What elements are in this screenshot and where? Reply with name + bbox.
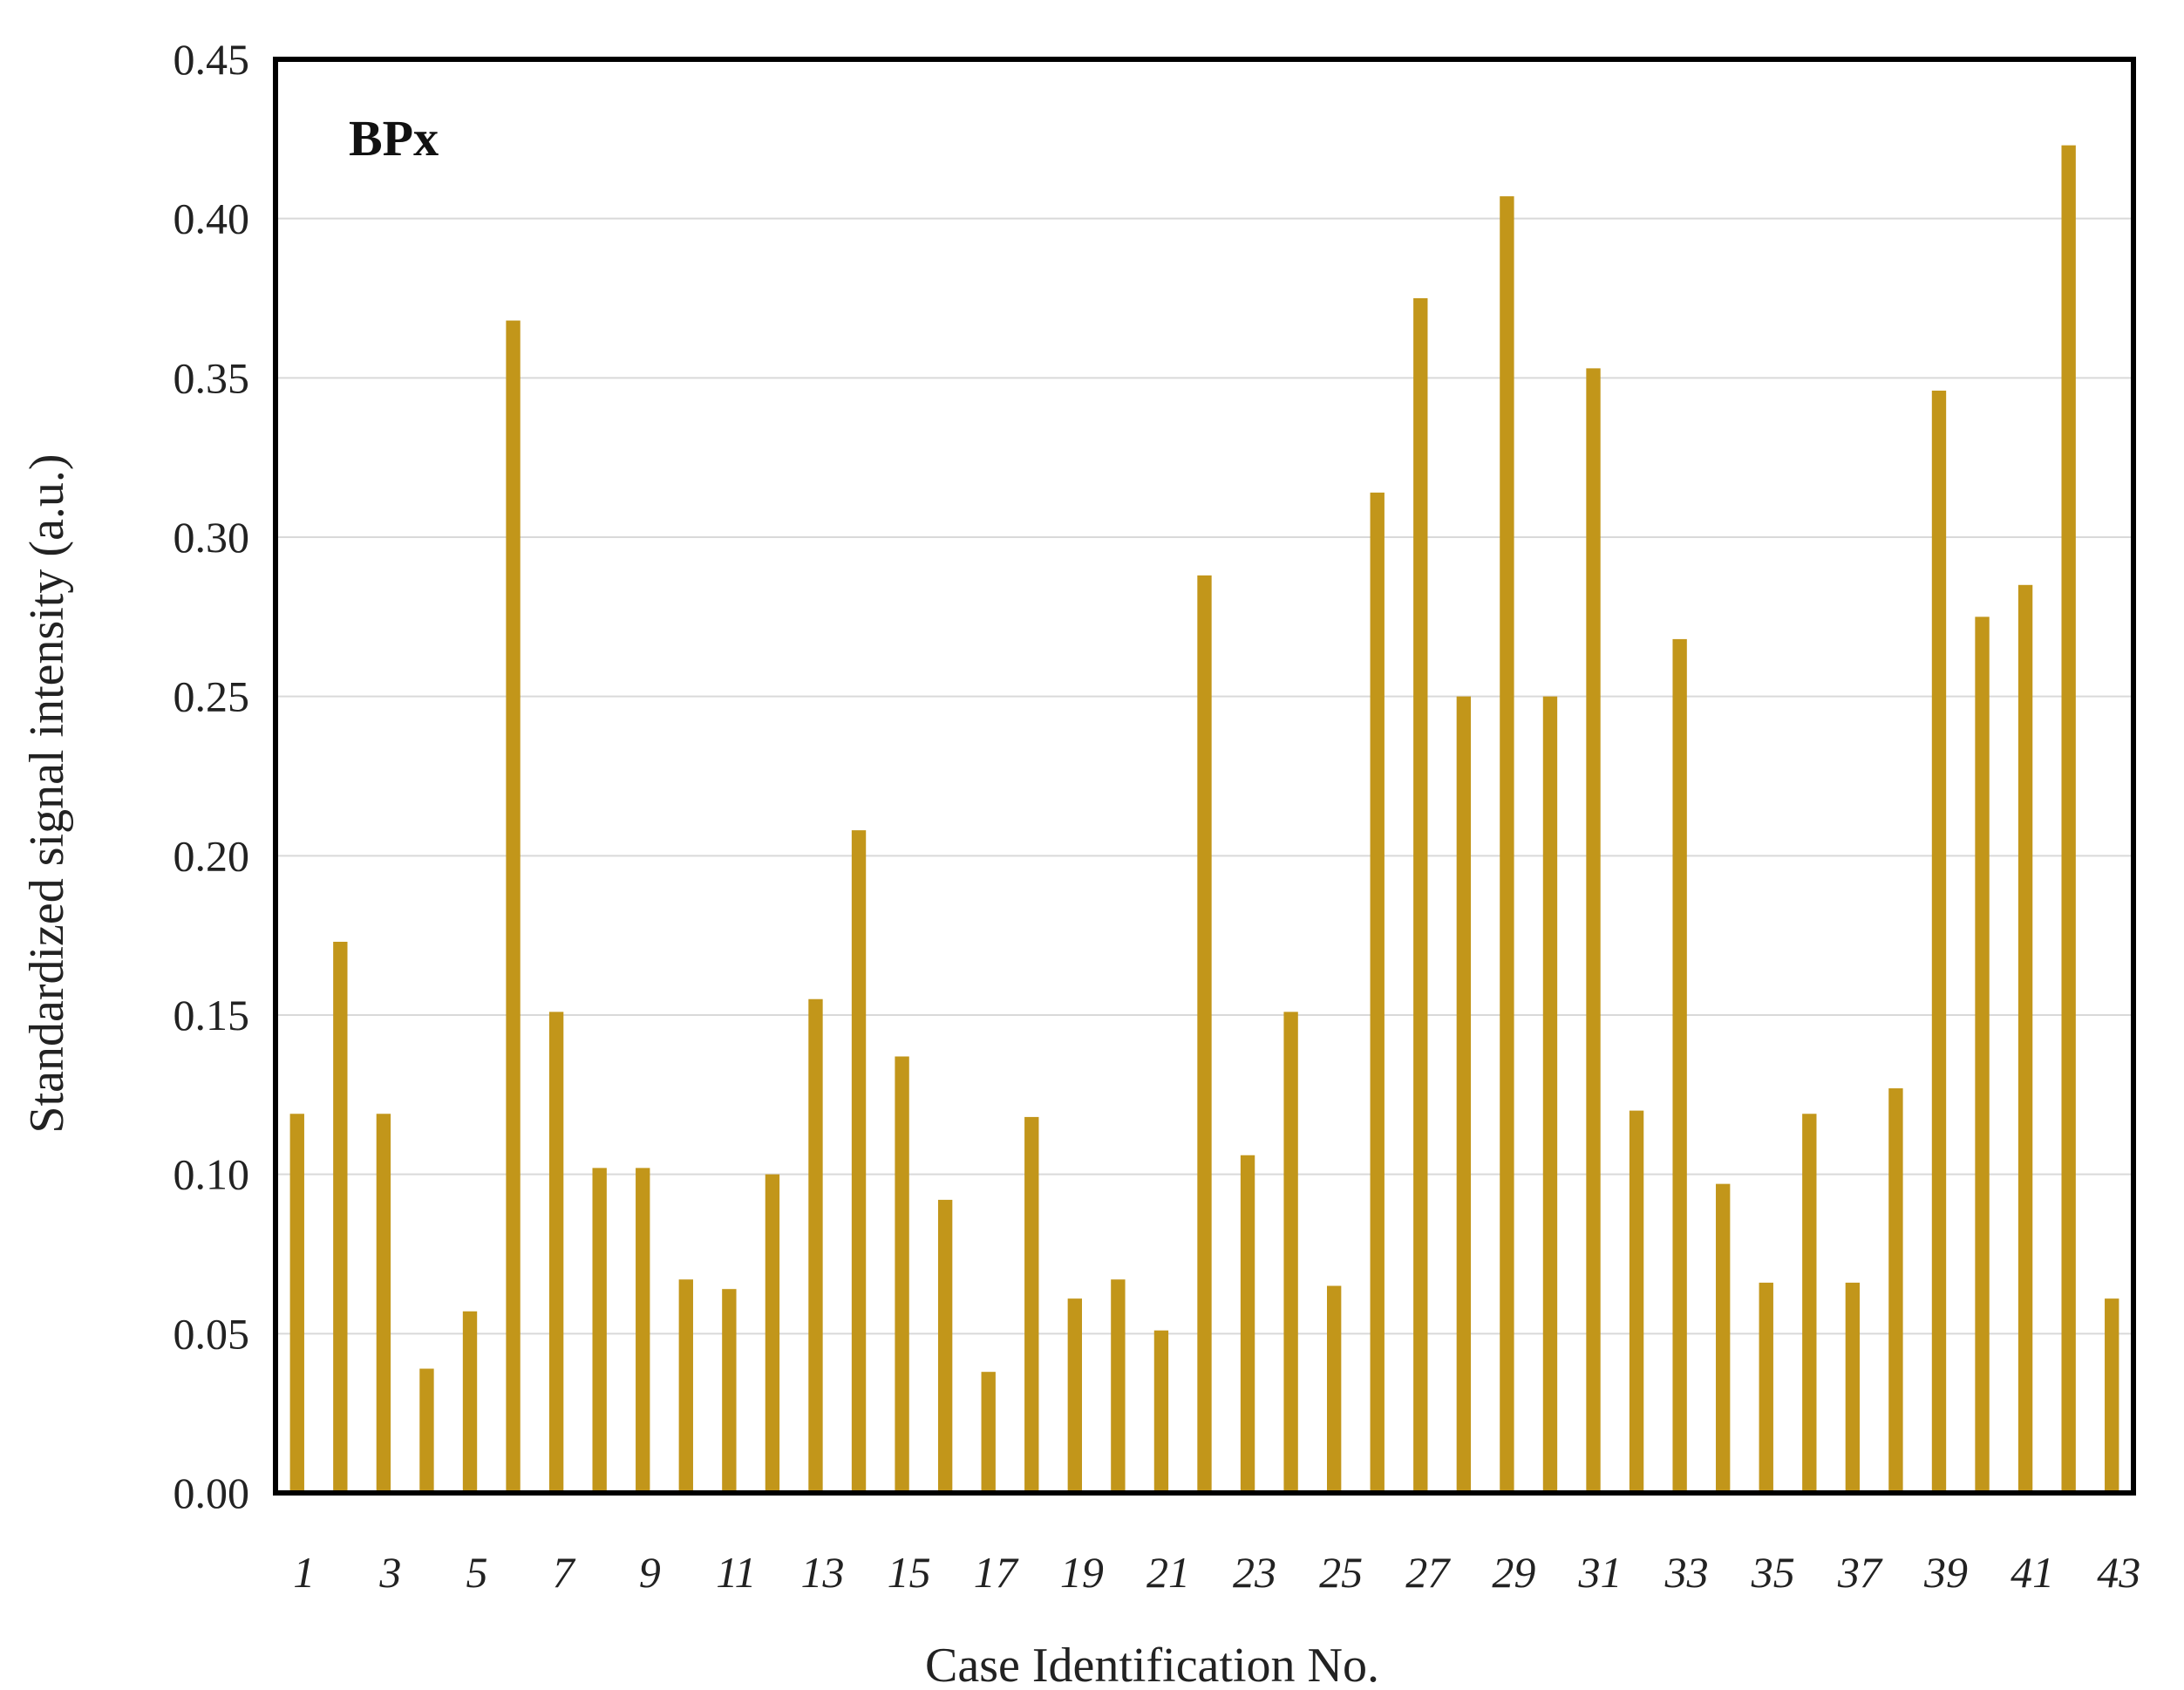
bar-case-5 xyxy=(462,1311,478,1493)
bar-case-25 xyxy=(1326,1285,1342,1493)
y-tick-label: 0.15 xyxy=(173,991,250,1039)
x-tick-label: 33 xyxy=(1664,1548,1709,1597)
bar-case-2 xyxy=(333,941,348,1493)
bar-case-18 xyxy=(1024,1116,1039,1493)
x-tick-label: 21 xyxy=(1146,1548,1190,1597)
bar-case-39 xyxy=(1931,390,1947,1493)
bar-case-29 xyxy=(1500,196,1514,1493)
bar-case-10 xyxy=(678,1279,693,1493)
bar-case-11 xyxy=(722,1289,737,1493)
y-tick-label: 0.30 xyxy=(173,513,250,562)
bar-case-32 xyxy=(1629,1110,1644,1493)
bar-case-42 xyxy=(2061,145,2076,1493)
bar-case-17 xyxy=(981,1372,996,1493)
x-axis-title: Case Identification No. xyxy=(925,1639,1379,1690)
y-tick-label: 0.20 xyxy=(173,831,250,880)
bar-case-26 xyxy=(1370,492,1385,1494)
y-axis-title: Standardized signal intensity (a.u.) xyxy=(20,453,74,1133)
x-tick-labels: 1 3 5 7 9 11 13 15 17 19 21 23 25 27 29 31 33 35 37 39 41 43 xyxy=(293,1548,2140,1597)
bar-case-7 xyxy=(548,1012,564,1493)
x-tick-label: 7 xyxy=(553,1548,576,1597)
x-tick-label: 11 xyxy=(716,1548,756,1597)
x-tick-label: 41 xyxy=(2011,1548,2054,1597)
bar-case-23 xyxy=(1240,1155,1255,1493)
plot-frame xyxy=(273,57,2136,1496)
bar-case-12 xyxy=(765,1174,780,1493)
x-tick-label: 3 xyxy=(378,1548,401,1597)
y-tick-label: 0.40 xyxy=(173,194,250,243)
y-tick-label: 0.25 xyxy=(173,672,250,721)
bar-case-19 xyxy=(1067,1298,1083,1493)
bar-case-34 xyxy=(1716,1183,1731,1493)
x-tick-label: 19 xyxy=(1060,1548,1104,1597)
y-tick-label: 0.05 xyxy=(173,1309,250,1358)
bar-case-22 xyxy=(1197,575,1212,1493)
x-tick-label: 23 xyxy=(1233,1548,1276,1597)
bar-case-38 xyxy=(1888,1088,1903,1493)
bar-case-41 xyxy=(2017,584,2033,1493)
x-tick-label: 29 xyxy=(1492,1548,1535,1597)
x-tick-label: 39 xyxy=(1923,1548,1968,1597)
bar-case-43 xyxy=(2105,1298,2119,1493)
bar-case-3 xyxy=(376,1114,391,1493)
bars xyxy=(289,145,2119,1494)
x-tick-label: 31 xyxy=(1578,1548,1623,1597)
x-tick-label: 43 xyxy=(2097,1548,2140,1597)
bar-case-13 xyxy=(808,998,823,1493)
bar-case-16 xyxy=(937,1199,953,1493)
bar-case-8 xyxy=(592,1168,607,1493)
x-tick-label: 9 xyxy=(639,1548,661,1597)
x-tick-label: 13 xyxy=(800,1548,844,1597)
bar-case-15 xyxy=(895,1056,909,1493)
y-tick-label: 0.45 xyxy=(173,35,250,84)
x-tick-label: 27 xyxy=(1405,1548,1451,1597)
bar-case-33 xyxy=(1672,638,1687,1493)
panel-label: BPx xyxy=(349,110,439,167)
bar-case-20 xyxy=(1111,1279,1126,1493)
bar-case-30 xyxy=(1542,696,1558,1493)
x-tick-label: 37 xyxy=(1837,1548,1883,1597)
y-tick-label: 0.00 xyxy=(173,1469,250,1517)
bar-case-36 xyxy=(1802,1114,1817,1493)
bar-case-40 xyxy=(1975,617,1990,1493)
x-tick-label: 25 xyxy=(1319,1548,1363,1597)
y-tick-label: 0.10 xyxy=(173,1150,250,1199)
bar-case-31 xyxy=(1586,368,1601,1494)
bar-case-27 xyxy=(1413,298,1428,1493)
x-tick-label: 1 xyxy=(293,1548,315,1597)
x-tick-label: 5 xyxy=(466,1548,488,1597)
bar-case-28 xyxy=(1456,696,1472,1493)
bar-case-24 xyxy=(1283,1012,1298,1493)
bar-case-6 xyxy=(506,320,520,1493)
y-tick-labels: 0.00 0.05 0.10 0.15 0.20 0.25 0.30 0.35 0.40 0.45 xyxy=(173,35,250,1517)
bar-case-4 xyxy=(419,1368,434,1493)
bar-case-21 xyxy=(1153,1330,1169,1493)
x-tick-label: 15 xyxy=(888,1548,931,1597)
bar-case-14 xyxy=(851,830,867,1493)
y-tick-label: 0.35 xyxy=(173,353,250,402)
bar-case-37 xyxy=(1845,1282,1861,1493)
bar-case-35 xyxy=(1759,1282,1773,1493)
bar-case-1 xyxy=(289,1114,304,1493)
x-tick-label: 17 xyxy=(974,1548,1019,1597)
x-tick-label: 35 xyxy=(1751,1548,1795,1597)
bar-case-9 xyxy=(636,1168,650,1493)
